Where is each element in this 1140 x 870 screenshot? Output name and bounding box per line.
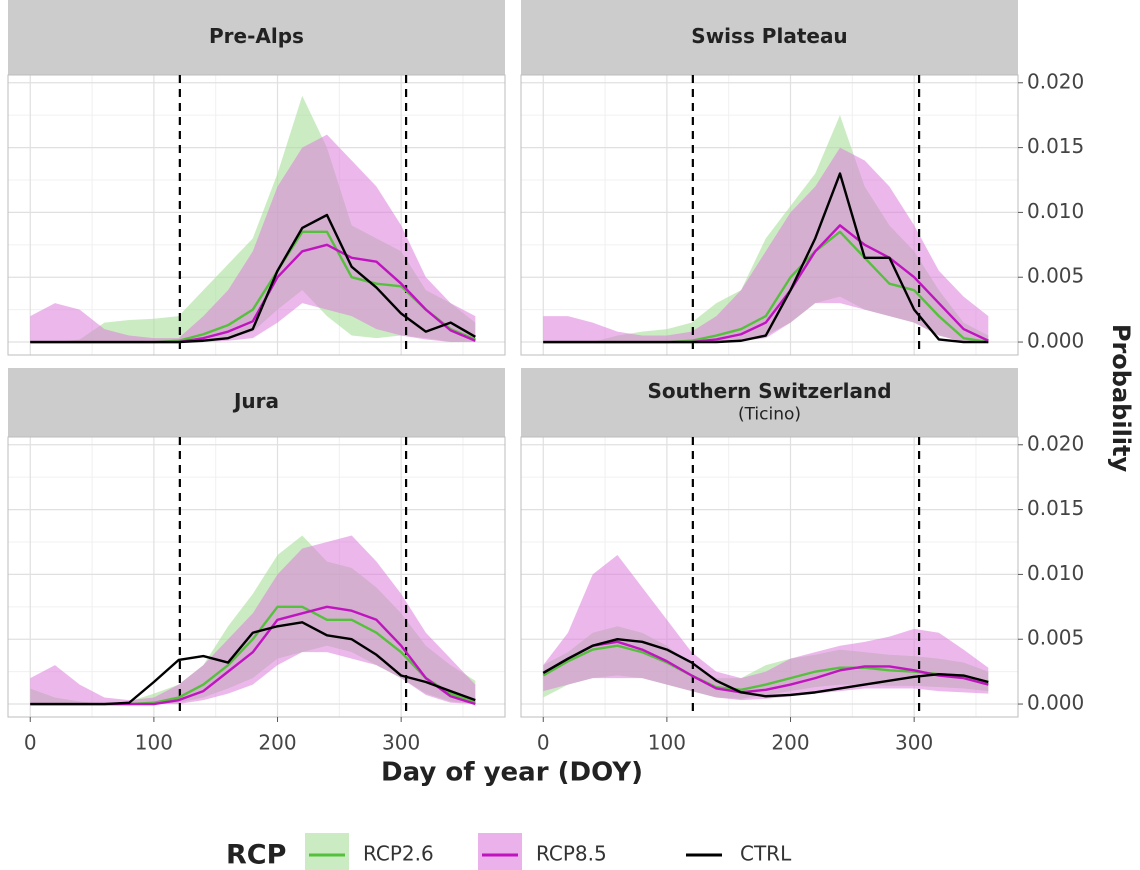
grid bbox=[8, 437, 505, 717]
strip-title: Southern Switzerland bbox=[647, 379, 891, 403]
y-axis-title: Probability bbox=[1107, 324, 1135, 473]
legend-label: RCP8.5 bbox=[536, 842, 607, 866]
series-line bbox=[542, 644, 989, 691]
strip-subtitle: (Ticino) bbox=[738, 405, 801, 425]
strip-title: Jura bbox=[232, 389, 279, 413]
legend-label: CTRL bbox=[740, 842, 792, 866]
strip bbox=[521, 368, 1018, 437]
legend-swatch bbox=[478, 833, 522, 870]
y-tick-label: 0.000 bbox=[1027, 691, 1084, 715]
x-tick-label: 0 bbox=[537, 731, 550, 755]
grid bbox=[521, 75, 1018, 355]
series-line bbox=[30, 621, 476, 706]
strip-title: Pre-Alps bbox=[209, 24, 304, 48]
y-tick-label: 0.015 bbox=[1027, 496, 1084, 520]
series-line bbox=[543, 172, 989, 344]
x-tick-label: 0 bbox=[24, 731, 37, 755]
legend-label: RCP2.6 bbox=[363, 842, 434, 866]
x-tick-label: 200 bbox=[258, 731, 296, 755]
y-tick-label: 0.015 bbox=[1027, 134, 1084, 158]
strip bbox=[8, 368, 505, 437]
strip bbox=[8, 0, 505, 75]
y-tick-label: 0.010 bbox=[1027, 561, 1084, 585]
strip bbox=[521, 0, 1018, 75]
y-tick-label: 0.000 bbox=[1027, 329, 1084, 353]
ribbon bbox=[543, 147, 989, 343]
x-tick-label: 300 bbox=[895, 731, 933, 755]
panel-border bbox=[520, 74, 1019, 356]
legend-title: RCP bbox=[226, 840, 286, 870]
y-tick-label: 0.020 bbox=[1027, 69, 1084, 93]
panel-border bbox=[7, 74, 506, 356]
panel-border bbox=[520, 436, 1019, 718]
y-tick-label: 0.005 bbox=[1027, 264, 1084, 288]
x-tick-label: 200 bbox=[771, 731, 809, 755]
ribbon bbox=[30, 134, 476, 343]
series-line bbox=[30, 213, 476, 344]
legend-swatch bbox=[305, 833, 349, 870]
strip-title: Swiss Plateau bbox=[691, 24, 847, 48]
x-tick-label: 100 bbox=[135, 731, 173, 755]
series-line bbox=[542, 638, 989, 698]
panel-border bbox=[7, 436, 506, 718]
x-axis-title: Day of year (DOY) bbox=[381, 758, 643, 788]
y-tick-label: 0.010 bbox=[1027, 199, 1084, 223]
ribbon bbox=[30, 535, 476, 705]
series-line bbox=[542, 640, 989, 694]
x-tick-label: 300 bbox=[382, 731, 420, 755]
x-tick-label: 100 bbox=[648, 731, 686, 755]
y-tick-label: 0.005 bbox=[1027, 626, 1084, 650]
y-tick-label: 0.020 bbox=[1027, 431, 1084, 455]
ribbon bbox=[543, 554, 989, 701]
